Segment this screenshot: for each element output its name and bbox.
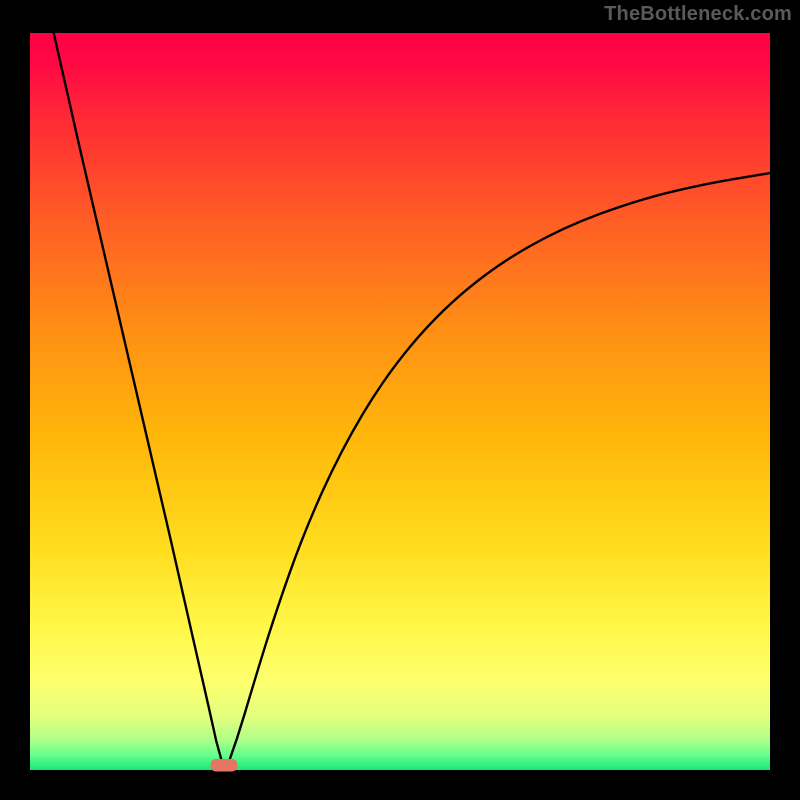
minimum-marker bbox=[211, 759, 238, 772]
attribution-label: TheBottleneck.com bbox=[604, 3, 792, 26]
bottleneck-chart bbox=[0, 0, 800, 800]
plot-background-gradient bbox=[30, 33, 770, 770]
chart-stage: TheBottleneck.com bbox=[0, 0, 800, 800]
